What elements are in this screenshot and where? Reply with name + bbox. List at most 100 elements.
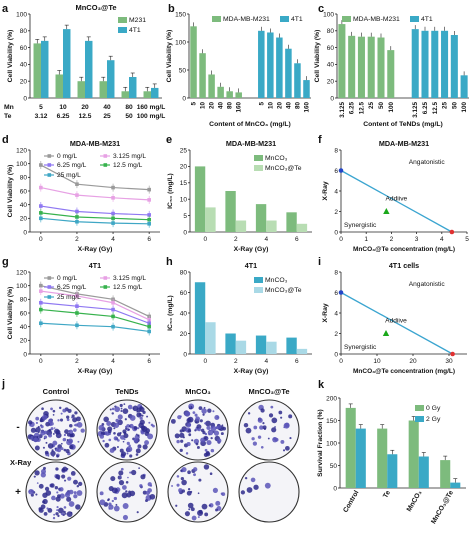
panel-g-legend-label-1: 3.125 mg/L [113, 275, 146, 282]
panel-a-legend-label-1: 4T1 [129, 27, 141, 34]
panel-c-ytick-label: 20 [327, 79, 335, 86]
panel-g-point-1-1 [75, 294, 79, 298]
panel-b-bar-1-5 [303, 80, 310, 98]
panel-d-point-4-0 [39, 216, 43, 221]
panel-j-colony [191, 439, 194, 442]
panel-g-legend-marker-0 [47, 276, 52, 280]
panel-j-colony [47, 455, 50, 457]
panel-j-colony [62, 437, 67, 442]
panel-j-colony [252, 441, 257, 446]
panel-j-colony [40, 472, 46, 478]
panel-j-colony [73, 479, 78, 485]
panel-i-ytick-label: 4 [334, 310, 338, 317]
panel-a-ytick-label: 100 [16, 11, 27, 18]
panel-f-ytick-label: 6 [334, 168, 338, 175]
panel-j-label: j [1, 378, 5, 390]
panel-f-annotation-antagonistic: Angatonistic [409, 159, 446, 166]
panel-j-colony [205, 451, 211, 457]
panel-j-colony [120, 407, 123, 410]
panel-i-ytick-label: 0 [334, 351, 338, 358]
panel-d-legend-marker-2 [47, 163, 52, 167]
panel-b-bar-1-0 [258, 30, 265, 98]
panel-j-colony [215, 500, 221, 506]
panel-a-te-value: 6.25 [57, 113, 70, 120]
panel-e-legend-swatch-1 [254, 165, 263, 171]
panel-e-xtick-label: 4 [264, 236, 268, 243]
panel-j-colony [257, 435, 262, 439]
panel-j-colony [129, 415, 136, 421]
panel-j-colony [55, 474, 61, 480]
panel-j-colony [187, 470, 191, 475]
panel-a-bar-1-1 [63, 29, 71, 98]
panel-j-colony [42, 492, 48, 498]
panel-d-point-2-0 [39, 204, 43, 208]
panel-j-colony [187, 502, 194, 509]
panel-f-xlabel: MnCO₃@Te concentration (mg/L) [353, 246, 455, 253]
panel-j-colony [216, 438, 222, 443]
panel-g-point-3-0 [39, 307, 43, 312]
panel-j-colony [197, 516, 200, 519]
panel-j-colony [145, 499, 148, 502]
panel-j-colony [180, 469, 183, 472]
panel-e-legend-swatch-0 [254, 155, 263, 161]
panel-c-label: c [318, 3, 324, 15]
panel-j-colony [186, 490, 192, 496]
panel-j-colony [111, 487, 118, 494]
panel-f-title: MDA-MB-M231 [379, 139, 429, 148]
panel-j-colony [116, 446, 119, 448]
panel-j-colony [42, 446, 45, 449]
panel-j-colony [64, 479, 67, 482]
panel-c-ylabel: Cell Viability (%) [314, 30, 321, 83]
panel-g-ylabel: Cell Viability (%) [7, 287, 14, 340]
panel-e-xtick-label: 6 [295, 236, 299, 243]
panel-j-colony [179, 432, 185, 438]
panel-d-legend-marker-1 [103, 154, 108, 158]
panel-j-dish-1-2 [167, 461, 229, 523]
panel-j-colony [33, 475, 36, 478]
panel-h-legend-label-1: MnCO₃@Te [265, 287, 302, 294]
panel-j-colony [212, 410, 215, 413]
panel-i-xtick-label: 0 [339, 358, 343, 365]
panel-b-bar-1-3 [285, 48, 292, 98]
panel-j-colony [193, 438, 200, 445]
panel-g-series-line-4 [40, 322, 150, 333]
panel-j-colony [120, 435, 125, 440]
panel-j-colony [196, 446, 200, 449]
panel-k-legend-swatch-0 [415, 405, 424, 411]
panel-h-ytick-label: 80 [180, 269, 188, 276]
panel-e-ytick-label: 25 [180, 147, 188, 154]
panel-j-colony [60, 412, 63, 415]
panel-j-colony [204, 422, 207, 425]
panel-j-colony [272, 436, 278, 443]
panel-d-point-2-2 [111, 211, 115, 216]
panel-c-bar-0-5 [387, 50, 395, 98]
panel-j-colony [63, 506, 67, 509]
panel-j-colony [28, 420, 33, 425]
panel-j-colony [176, 439, 180, 444]
panel-j-colony [181, 466, 187, 473]
panel-j-colony [129, 423, 134, 429]
panel-a-mn-value: 40 [103, 104, 111, 111]
panel-j-colony [188, 508, 191, 511]
panel-j-colony [180, 476, 185, 481]
panel-i-ytick-label: 2 [334, 331, 338, 338]
panel-j-colony [56, 509, 59, 512]
panel-j-colony [102, 439, 105, 443]
panel-j-colony [122, 440, 125, 443]
panel-d-ytick-label: 100 [16, 161, 27, 168]
panel-j-colony [40, 504, 46, 510]
panel-j-colony [59, 487, 64, 492]
panel-j-colony [54, 447, 57, 450]
panel-j-colony [80, 428, 85, 433]
panel-j-colony [192, 411, 196, 415]
panel-j-colony [253, 484, 259, 490]
panel-b-xlabel: Content of MnCO₃ (mg/L) [209, 121, 291, 128]
panel-g-ytick-label: 60 [20, 310, 28, 317]
panel-k-xtick-label: Control [342, 489, 360, 514]
panel-g-legend-label-2: 6.25 mg/L [57, 284, 87, 291]
panel-f-xtick-label: 3 [415, 236, 419, 243]
panel-j-colony [107, 429, 112, 434]
panel-g-ytick-label: 0 [23, 351, 27, 358]
panel-a-bar-0-2 [77, 81, 85, 98]
panel-j-colony [61, 468, 66, 472]
